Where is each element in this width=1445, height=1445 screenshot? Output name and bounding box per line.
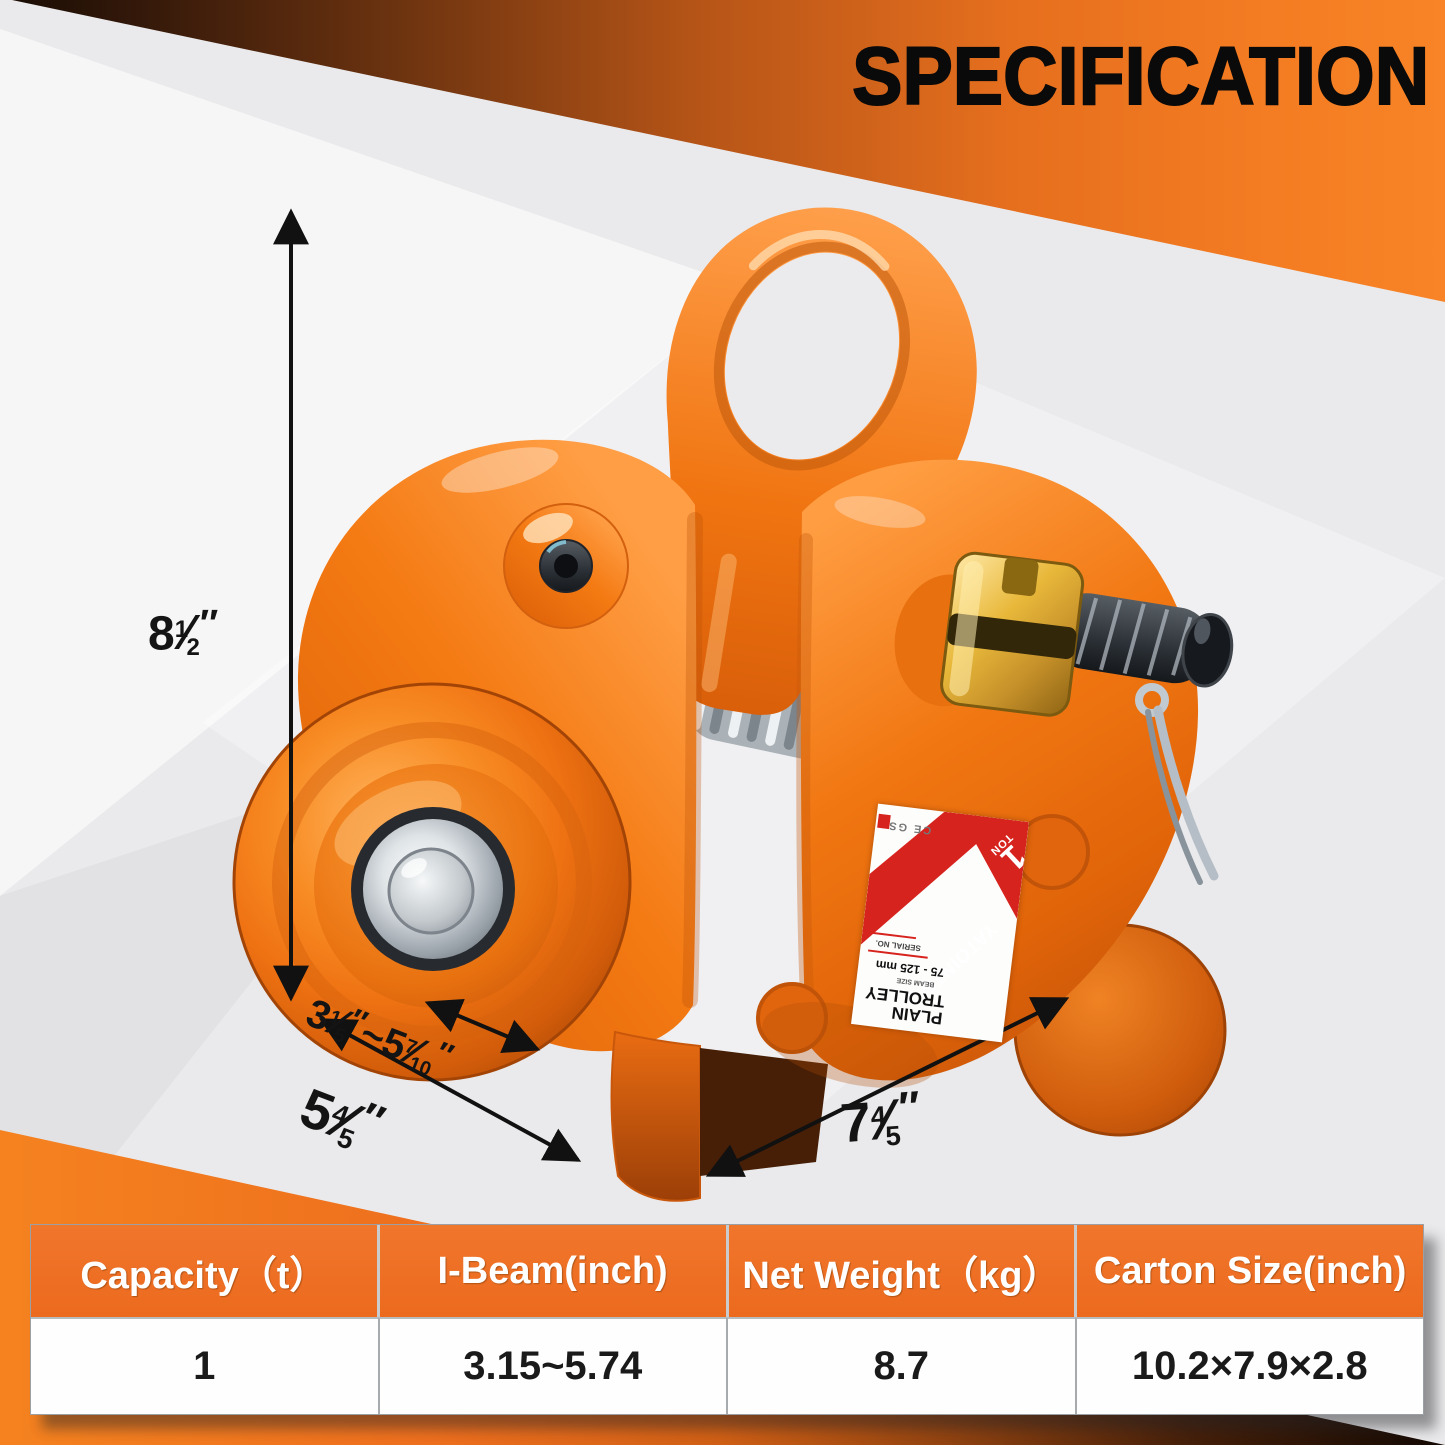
header-capacity: Capacity（t） (31, 1225, 377, 1317)
cert-marks: CE GS (886, 818, 932, 837)
beam-size-value: 75 - 125 mm (874, 957, 945, 980)
width-arrow (318, 1018, 582, 1162)
dimension-length-label: 74⁄5″ (838, 1082, 921, 1155)
threaded-rod (1052, 593, 1234, 688)
length-arrow (705, 997, 1070, 1177)
trolley-wheel-left (232, 682, 632, 1082)
dimension-height-label: 81⁄2″ (148, 602, 218, 662)
table-header-row: Capacity（t） I-Beam(inch) Net Weight（kg） … (31, 1225, 1423, 1317)
dimension-arrows (273, 208, 1070, 1177)
specification-table: Capacity（t） I-Beam(inch) Net Weight（kg） … (30, 1224, 1424, 1415)
cell-ibeam: 3.15~5.74 (377, 1317, 726, 1414)
cell-net-weight: 8.7 (726, 1317, 1075, 1414)
table-row: 1 3.15~5.74 8.7 10.2×7.9×2.8 (31, 1317, 1423, 1414)
eye-hole (724, 252, 900, 460)
castle-nut (894, 551, 1085, 717)
header-net-weight: Net Weight（kg） (725, 1225, 1075, 1317)
eye-plate (666, 207, 977, 715)
brand-name: YATOINTO (914, 918, 1002, 1001)
header-carton-size: Carton Size(inch) (1074, 1225, 1423, 1317)
cell-carton-size: 10.2×7.9×2.8 (1074, 1317, 1423, 1414)
page-title: SPECIFICATION (851, 30, 1430, 123)
label-logo-icon (877, 813, 891, 830)
header-ibeam: I-Beam(inch) (376, 1225, 726, 1317)
cell-capacity: 1 (31, 1317, 378, 1414)
cotter-pin (1135, 683, 1219, 885)
product-label: 1 TON YATOINTO PLAIN TROLLEY BEAM SIZE 7… (851, 803, 1029, 1043)
